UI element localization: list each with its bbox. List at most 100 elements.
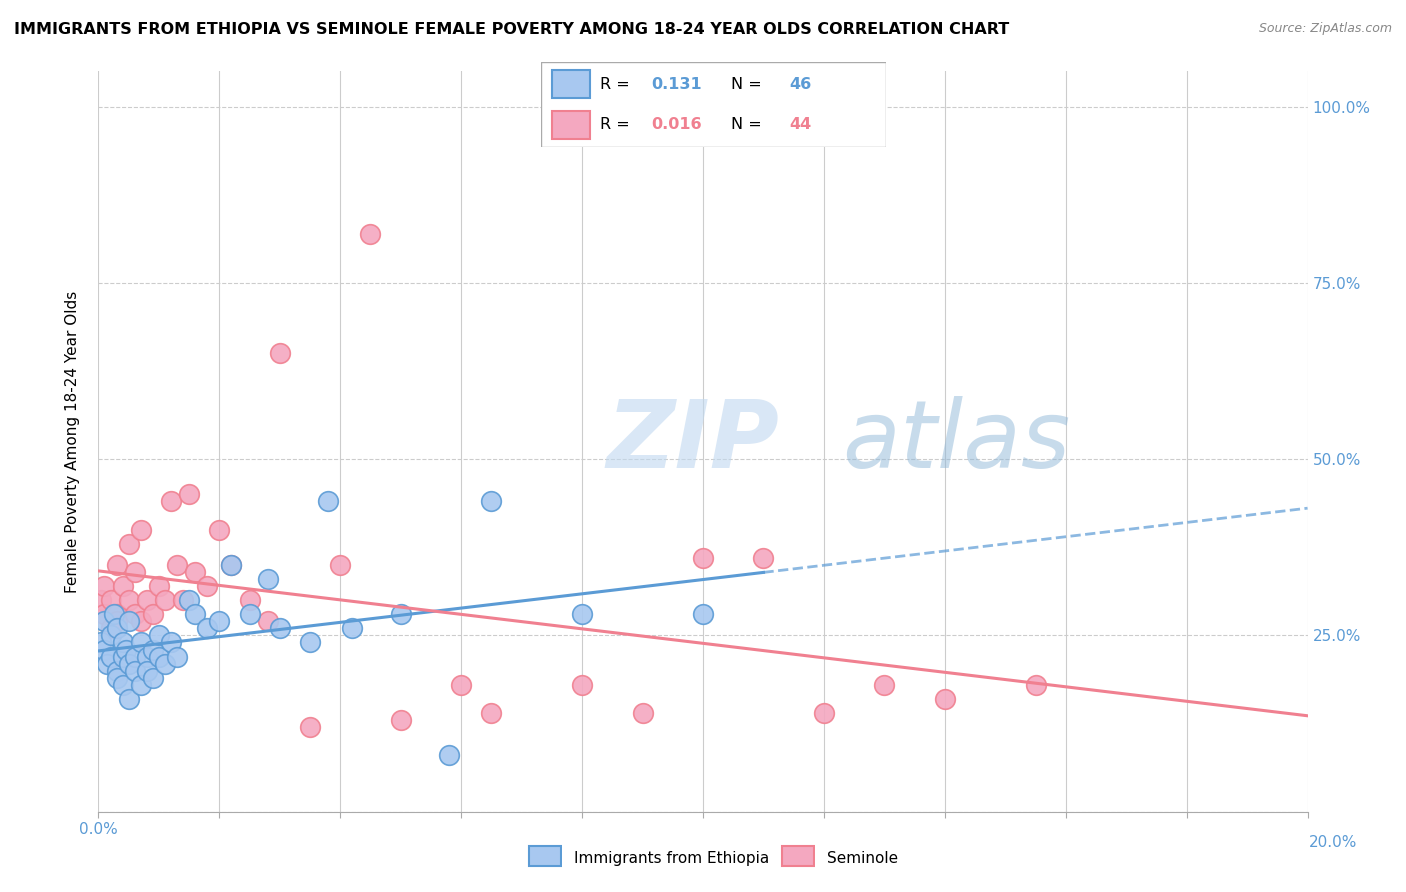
Point bbox=[256, 572, 278, 586]
Point bbox=[221, 558, 243, 572]
Point bbox=[129, 635, 152, 649]
Point bbox=[114, 642, 136, 657]
Text: Seminole: Seminole bbox=[827, 851, 898, 865]
Text: Immigrants from Ethiopia: Immigrants from Ethiopia bbox=[574, 851, 769, 865]
Point bbox=[166, 649, 188, 664]
Point bbox=[153, 593, 176, 607]
Point bbox=[135, 593, 157, 607]
Point bbox=[111, 649, 134, 664]
Point bbox=[142, 671, 165, 685]
FancyBboxPatch shape bbox=[541, 62, 886, 147]
Point bbox=[195, 579, 218, 593]
Point bbox=[124, 565, 146, 579]
Text: 0.016: 0.016 bbox=[651, 117, 702, 132]
Point bbox=[105, 607, 128, 622]
Text: N =: N = bbox=[731, 117, 766, 132]
Point bbox=[208, 523, 231, 537]
Point bbox=[269, 621, 291, 635]
Point bbox=[118, 615, 141, 629]
Point bbox=[105, 664, 128, 678]
Point bbox=[111, 635, 134, 649]
Text: IMMIGRANTS FROM ETHIOPIA VS SEMINOLE FEMALE POVERTY AMONG 18-24 YEAR OLDS CORREL: IMMIGRANTS FROM ETHIOPIA VS SEMINOLE FEM… bbox=[14, 22, 1010, 37]
Point bbox=[111, 678, 134, 692]
Y-axis label: Female Poverty Among 18-24 Year Olds: Female Poverty Among 18-24 Year Olds bbox=[65, 291, 80, 592]
Point bbox=[450, 678, 472, 692]
Text: 44: 44 bbox=[789, 117, 811, 132]
Point bbox=[100, 621, 122, 635]
Point bbox=[179, 593, 201, 607]
Point bbox=[118, 657, 141, 671]
Point bbox=[934, 692, 956, 706]
Point bbox=[299, 635, 322, 649]
Point bbox=[105, 615, 128, 629]
FancyBboxPatch shape bbox=[782, 847, 814, 866]
Point bbox=[184, 565, 207, 579]
Point bbox=[269, 346, 291, 360]
Point bbox=[103, 607, 125, 622]
FancyBboxPatch shape bbox=[551, 111, 589, 139]
Point bbox=[195, 621, 218, 635]
Point bbox=[166, 558, 188, 572]
Point bbox=[873, 678, 896, 692]
Point bbox=[100, 628, 122, 642]
Point bbox=[153, 657, 176, 671]
Point bbox=[111, 579, 134, 593]
Point bbox=[135, 664, 157, 678]
Text: N =: N = bbox=[731, 77, 766, 92]
Point bbox=[631, 706, 654, 720]
Point bbox=[481, 706, 503, 720]
Text: atlas: atlas bbox=[842, 396, 1070, 487]
Point bbox=[239, 593, 262, 607]
Point bbox=[329, 558, 352, 572]
Point bbox=[118, 537, 141, 551]
Point bbox=[813, 706, 835, 720]
Text: R =: R = bbox=[600, 77, 640, 92]
Point bbox=[135, 649, 157, 664]
Point bbox=[129, 523, 152, 537]
Point bbox=[124, 649, 146, 664]
Text: 46: 46 bbox=[789, 77, 811, 92]
Point bbox=[100, 649, 122, 664]
Point bbox=[389, 607, 412, 622]
Point bbox=[148, 579, 170, 593]
Point bbox=[105, 671, 128, 685]
Point bbox=[160, 494, 183, 508]
Point bbox=[93, 642, 115, 657]
Point bbox=[93, 607, 115, 622]
Point bbox=[752, 550, 775, 565]
Text: ZIP: ZIP bbox=[606, 395, 779, 488]
Text: 20.0%: 20.0% bbox=[1309, 836, 1357, 850]
Point bbox=[90, 635, 112, 649]
Point bbox=[299, 720, 322, 734]
Point bbox=[129, 678, 152, 692]
Point bbox=[142, 607, 165, 622]
Point bbox=[172, 593, 194, 607]
Point bbox=[316, 494, 339, 508]
Point bbox=[342, 621, 364, 635]
Point bbox=[256, 615, 278, 629]
Point bbox=[148, 649, 170, 664]
Point bbox=[571, 678, 593, 692]
Point bbox=[221, 558, 243, 572]
Point bbox=[93, 615, 115, 629]
Point bbox=[571, 607, 593, 622]
Point bbox=[129, 615, 152, 629]
FancyBboxPatch shape bbox=[529, 847, 561, 866]
Point bbox=[160, 635, 183, 649]
Point bbox=[692, 607, 714, 622]
Point bbox=[389, 713, 412, 727]
Point bbox=[1024, 678, 1046, 692]
Text: R =: R = bbox=[600, 117, 640, 132]
Point bbox=[105, 558, 128, 572]
Point bbox=[105, 621, 128, 635]
Point bbox=[481, 494, 503, 508]
Point bbox=[93, 579, 115, 593]
Point bbox=[90, 593, 112, 607]
Text: Source: ZipAtlas.com: Source: ZipAtlas.com bbox=[1258, 22, 1392, 36]
Point bbox=[208, 615, 231, 629]
Point bbox=[124, 607, 146, 622]
Point bbox=[239, 607, 262, 622]
Point bbox=[692, 550, 714, 565]
Point bbox=[179, 487, 201, 501]
Point bbox=[184, 607, 207, 622]
